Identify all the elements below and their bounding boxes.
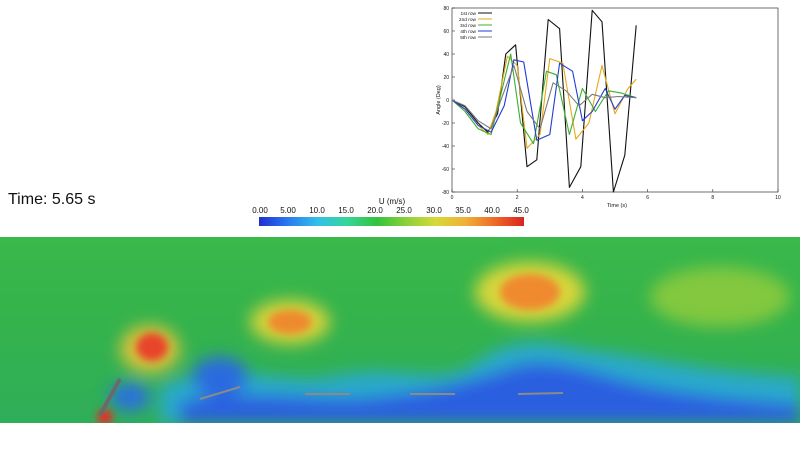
y-tick-label: -40 <box>442 144 449 150</box>
y-tick-label: -80 <box>442 190 449 196</box>
y-tick-label: 0 <box>446 98 449 104</box>
x-tick-label: 6 <box>646 195 649 201</box>
y-tick-label: 40 <box>443 52 449 58</box>
y-tick-label: 60 <box>443 29 449 35</box>
x-axis-label: Time (s) <box>607 203 627 208</box>
x-tick-label: 8 <box>711 195 714 201</box>
legend-label: 3rd row <box>460 23 477 29</box>
series-line-3 <box>451 53 637 145</box>
legend-label: 5th row <box>460 35 476 41</box>
x-tick-label: 10 <box>775 195 781 201</box>
velocity-field-visualization <box>0 237 800 423</box>
colorbar-tick: 0.00 <box>252 206 268 215</box>
legend-label: 1st row <box>461 11 477 17</box>
y-axis-label: Angle (Deg) <box>436 85 442 115</box>
colorbar-title: U (m/s) <box>378 197 406 206</box>
colorbar-tick: 10.0 <box>309 206 325 215</box>
series-line-1 <box>451 9 637 193</box>
y-tick-label: -60 <box>442 167 449 173</box>
legend-label: 4th row <box>460 29 476 35</box>
colorbar-tick: 35.0 <box>455 206 471 215</box>
x-tick-label: 2 <box>516 195 519 201</box>
simulation-time-label: Time: 5.65 s <box>8 191 96 208</box>
colorbar-tick-labels: 0.00 5.00 10.0 15.0 20.0 25.0 30.0 35.0 … <box>0 206 800 218</box>
colorbar-tick: 45.0 <box>513 206 529 215</box>
colorbar-tick: 40.0 <box>484 206 500 215</box>
turbine-blades <box>98 378 564 416</box>
legend-label: 2nd row <box>459 17 477 23</box>
colorbar-tick: 20.0 <box>367 206 383 215</box>
velocity-colorbar <box>259 217 524 226</box>
y-tick-label: 20 <box>443 75 449 81</box>
colorbar-tick: 25.0 <box>396 206 412 215</box>
x-tick-label: 4 <box>581 195 584 201</box>
y-tick-label: -20 <box>442 121 449 127</box>
series-line-5 <box>451 64 637 130</box>
y-tick-label: 80 <box>443 6 449 12</box>
series-line-4 <box>451 59 637 141</box>
x-tick-label: 0 <box>451 195 454 201</box>
colorbar-tick: 15.0 <box>338 206 354 215</box>
colorbar-tick: 30.0 <box>426 206 442 215</box>
colorbar-tick: 5.00 <box>280 206 296 215</box>
